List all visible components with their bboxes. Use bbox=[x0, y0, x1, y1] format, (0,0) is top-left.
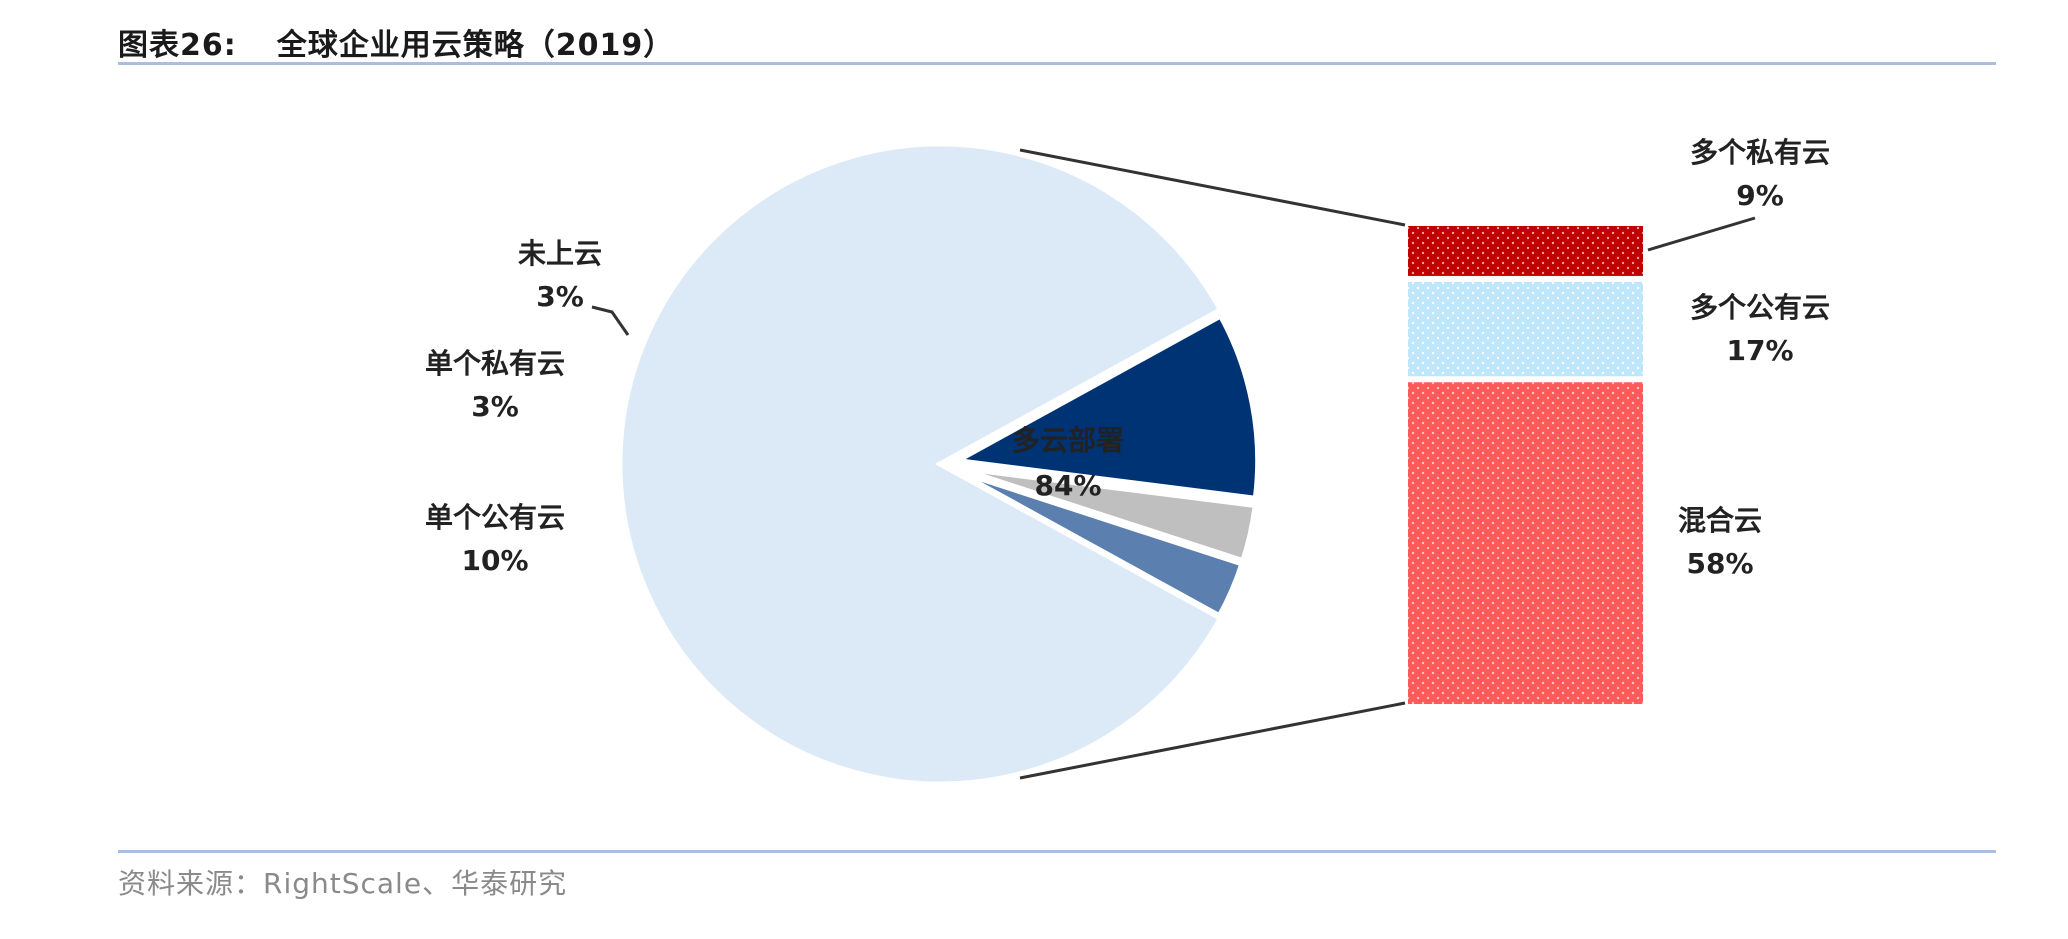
label-no-cloud-name: 未上云 bbox=[518, 237, 602, 270]
leader-multi-private bbox=[1647, 216, 1756, 252]
label-hybrid-value: 58% bbox=[1686, 547, 1753, 580]
label-single-private-name: 单个私有云 bbox=[425, 347, 565, 380]
stacked-bar bbox=[1408, 226, 1643, 704]
figure-number: 图表26: bbox=[118, 28, 237, 63]
label-no-cloud-value: 3% bbox=[536, 280, 584, 313]
label-single-public-value: 10% bbox=[461, 544, 528, 577]
label-hybrid-name: 混合云 bbox=[1678, 504, 1762, 537]
bottom-rule bbox=[118, 850, 1996, 853]
label-multi-private-name: 多个私有云 bbox=[1690, 136, 1830, 169]
top-rule bbox=[118, 62, 1996, 65]
pie-slice-multi-cloud bbox=[617, 141, 1224, 787]
leader-no-cloud bbox=[591, 305, 630, 336]
source-note: 资料来源：RightScale、华泰研究 bbox=[118, 867, 568, 900]
label-multi-cloud-value: 84% bbox=[1034, 469, 1101, 502]
label-multi-public-value: 17% bbox=[1726, 334, 1793, 367]
bar-segment-hybrid bbox=[1408, 382, 1643, 704]
label-single-private-value: 3% bbox=[471, 390, 519, 423]
pie-slice-no-cloud bbox=[955, 468, 1245, 620]
label-multi-cloud-name: 多云部署 bbox=[1012, 424, 1124, 457]
label-single-public-name: 单个公有云 bbox=[425, 501, 565, 534]
pie-slice-single-public bbox=[949, 312, 1261, 502]
connector-bottom bbox=[1019, 701, 1406, 780]
label-multi-private-value: 9% bbox=[1736, 179, 1784, 212]
label-multi-public-name: 多个公有云 bbox=[1690, 291, 1830, 324]
pie-slice-single-private bbox=[956, 465, 1258, 564]
chart-title: 全球企业用云策略（2019） bbox=[276, 28, 675, 63]
figure-title: 图表26: 全球企业用云策略（2019） bbox=[118, 20, 674, 64]
bar-segment-multi-private bbox=[1408, 226, 1643, 276]
bar-segment-multi-public bbox=[1408, 281, 1643, 377]
connector-top bbox=[1019, 148, 1406, 227]
pie bbox=[617, 141, 1261, 787]
